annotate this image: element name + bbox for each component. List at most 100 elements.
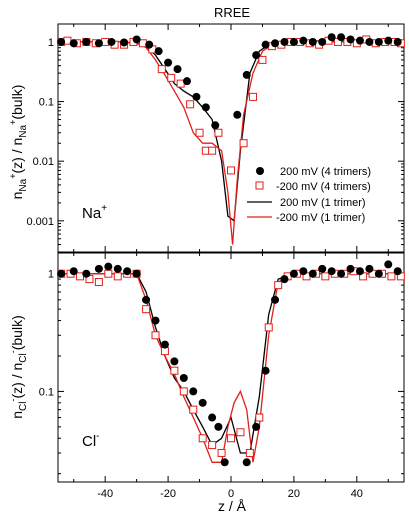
top-point-filled-circle xyxy=(355,36,364,45)
top-point-filled-circle xyxy=(82,37,91,46)
bottom-y-label-n: n xyxy=(9,411,25,419)
bottom-point-filled-circle xyxy=(337,269,346,278)
top-point-open-square xyxy=(258,55,267,64)
top-point-filled-circle xyxy=(107,37,116,46)
top-series-line-black xyxy=(58,40,404,223)
top-point-filled-circle xyxy=(211,121,220,130)
legend-entry-3: 200 mV (1 trimer) xyxy=(280,197,366,209)
bottom-point-filled-circle xyxy=(151,316,160,325)
top-point-filled-circle xyxy=(201,103,210,112)
bottom-series-line-black xyxy=(58,273,404,454)
top-point-filled-circle xyxy=(57,37,66,46)
bottom-point-filled-circle xyxy=(179,374,188,383)
bottom-point-filled-circle xyxy=(104,262,113,271)
bottom-point-open-square xyxy=(189,405,198,414)
top-point-filled-circle xyxy=(318,37,327,46)
top-point-filled-circle xyxy=(327,33,336,42)
top-y-tick-label: 0.001 xyxy=(26,216,54,228)
bottom-point-open-square xyxy=(245,448,254,457)
bottom-ion-name: Cl xyxy=(82,433,96,450)
bottom-y-label-sub1: Cl xyxy=(18,402,29,411)
top-point-filled-circle xyxy=(271,39,280,48)
top-point-open-square xyxy=(227,166,235,175)
legend: 200 mV (4 trimers) -200 mV (4 trimers) 2… xyxy=(247,166,371,224)
top-y-tick-label: 1 xyxy=(48,37,54,49)
bottom-point-filled-circle xyxy=(384,260,393,269)
bottom-point-filled-circle xyxy=(170,357,179,366)
legend-entry-1: 200 mV (4 trimers) xyxy=(280,166,371,178)
top-y-tick-label: 0.1 xyxy=(39,97,54,109)
bottom-point-open-square xyxy=(217,448,226,457)
bottom-point-open-square xyxy=(264,323,273,332)
bottom-point-open-square xyxy=(198,434,207,443)
top-point-filled-circle xyxy=(173,65,182,74)
top-point-filled-circle xyxy=(280,37,289,46)
top-point-filled-circle xyxy=(299,36,308,45)
x-tick-label: -20 xyxy=(160,488,176,500)
top-y-label-end: (bulk) xyxy=(9,85,25,120)
bottom-point-filled-circle xyxy=(271,295,280,304)
bottom-point-filled-circle xyxy=(393,267,402,276)
bottom-panel-data xyxy=(57,260,405,467)
bottom-point-open-square xyxy=(208,441,217,450)
top-point-filled-circle xyxy=(393,37,402,46)
top-point-filled-circle xyxy=(242,70,251,79)
top-panel-ticks: 0.001 0.01 0.1 1 xyxy=(26,23,404,253)
top-point-filled-circle xyxy=(365,37,374,46)
legend-marker-open-square xyxy=(255,181,264,190)
bottom-point-open-square xyxy=(104,269,113,278)
bottom-y-label-sup1: - xyxy=(8,399,18,402)
bottom-y-label-sub2: Cl xyxy=(18,353,29,362)
x-tick-label: 40 xyxy=(351,488,363,500)
top-point-filled-circle xyxy=(346,35,355,44)
bottom-panel-ticks: -40 -20 0 20 40 0.1 1 xyxy=(39,253,404,500)
bottom-point-open-square xyxy=(227,434,235,443)
top-y-label-n: n xyxy=(9,192,25,200)
top-point-filled-circle xyxy=(94,39,103,48)
bottom-point-filled-circle xyxy=(374,269,383,278)
bottom-point-filled-circle xyxy=(252,422,261,431)
bottom-point-filled-circle xyxy=(94,264,103,273)
bottom-point-filled-circle xyxy=(280,275,289,284)
bottom-point-open-square xyxy=(236,428,245,437)
x-tick-label: 0 xyxy=(228,488,234,500)
top-point-filled-circle xyxy=(132,35,141,44)
bottom-point-filled-circle xyxy=(289,269,298,278)
bottom-y-label-mid: (z) / n xyxy=(9,363,25,399)
bottom-panel-frame xyxy=(57,252,405,483)
top-y-label-mid: (z) / n xyxy=(9,138,25,174)
bottom-point-filled-circle xyxy=(142,295,151,304)
top-point-filled-circle xyxy=(192,92,201,101)
bottom-y-label-sup2: - xyxy=(8,350,18,353)
legend-marker-filled-circle xyxy=(256,167,264,175)
bottom-point-filled-circle xyxy=(198,398,207,407)
bottom-point-open-square xyxy=(160,347,169,356)
top-point-filled-circle xyxy=(252,51,261,60)
bottom-series-line-red xyxy=(58,273,404,463)
top-panel-data xyxy=(57,33,405,245)
top-y-axis-label: nNa+(z) / nNa+(bulk) xyxy=(8,85,29,200)
top-y-label-sub2: Na xyxy=(18,124,29,137)
bottom-point-filled-circle xyxy=(189,387,198,396)
top-point-filled-circle xyxy=(337,33,346,42)
top-point-open-square xyxy=(195,128,204,137)
legend-entry-2: -200 mV (4 trimers) xyxy=(276,181,371,193)
top-point-filled-circle xyxy=(308,37,317,46)
bottom-point-open-square xyxy=(94,278,103,287)
top-point-filled-circle xyxy=(289,37,298,46)
bottom-point-filled-circle xyxy=(261,366,270,375)
bottom-point-filled-circle xyxy=(214,422,223,431)
top-point-filled-circle xyxy=(69,39,78,48)
bottom-point-filled-circle xyxy=(318,264,327,273)
top-point-open-square xyxy=(214,128,223,137)
bottom-point-open-square xyxy=(151,331,160,340)
bottom-point-filled-circle xyxy=(132,269,141,278)
bottom-point-filled-circle xyxy=(208,413,217,422)
top-point-filled-circle xyxy=(182,77,191,86)
top-point-filled-circle xyxy=(384,36,393,45)
top-y-label-sub1: Na xyxy=(18,178,29,191)
top-point-open-square xyxy=(186,100,195,109)
bottom-point-filled-circle xyxy=(160,340,169,349)
bottom-point-open-square xyxy=(179,387,188,396)
